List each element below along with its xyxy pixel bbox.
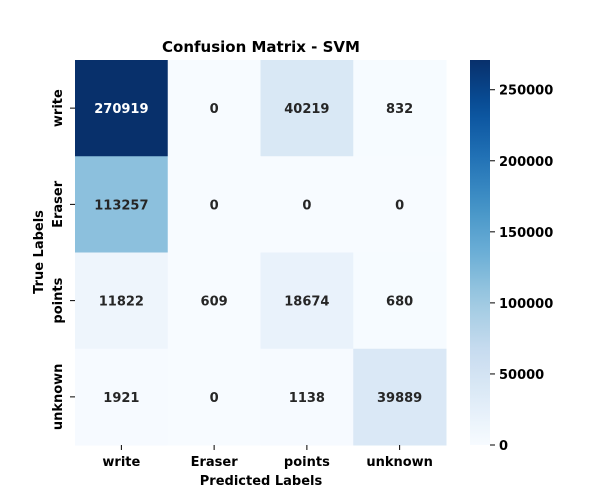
- y-tick-label: points: [51, 277, 66, 323]
- y-axis-label: True Labels: [32, 210, 47, 294]
- colorbar-tick-label: 0: [499, 439, 508, 454]
- cell-value-label: 18674: [284, 295, 329, 310]
- x-axis-ticks: write Eraser points unknown: [102, 445, 433, 470]
- heatmap-cell: [260, 252, 354, 350]
- y-axis-ticks: write Eraser points unknown: [51, 89, 75, 430]
- heatmap-cells: [75, 60, 447, 446]
- cell-value-label: 0: [395, 198, 404, 213]
- heatmap-cell: [260, 60, 354, 157]
- heatmap-cell: [260, 348, 354, 446]
- x-tick-label: Eraser: [191, 455, 239, 470]
- y-tick-label: Eraser: [51, 180, 66, 228]
- x-tick-label: points: [284, 455, 330, 470]
- cell-value-label: 680: [386, 295, 413, 310]
- colorbar-tick-label: 50000: [499, 368, 544, 383]
- cell-value-label: 0: [302, 198, 311, 213]
- heatmap-annotations: 270919 0 40219 832 113257 0 0 0 11822 609 18674 680…: [94, 102, 422, 406]
- y-tick-label: unknown: [51, 364, 66, 431]
- heatmap-cell: [167, 60, 261, 157]
- heatmap-cell: [260, 156, 354, 253]
- colorbar-tick-label: 150000: [499, 226, 553, 241]
- cell-value-label: 0: [210, 391, 219, 406]
- cell-value-label: 1138: [289, 391, 325, 406]
- heatmap-cell: [353, 60, 447, 157]
- heatmap-cell: [167, 156, 261, 253]
- heatmap-cell: [75, 348, 169, 446]
- cell-value-label: 40219: [284, 102, 329, 117]
- cell-value-label: 1921: [103, 391, 139, 406]
- cell-value-label: 832: [386, 102, 413, 117]
- heatmap-cell: [167, 348, 261, 446]
- y-tick-label: write: [51, 89, 66, 127]
- heatmap-cell: [167, 252, 261, 350]
- cell-value-label: 270919: [94, 102, 148, 117]
- colorbar: [470, 60, 490, 445]
- cell-value-label: 0: [210, 198, 219, 213]
- cell-value-label: 113257: [94, 198, 148, 213]
- x-axis-label: Predicted Labels: [200, 474, 323, 489]
- heatmap-cell: [353, 156, 447, 253]
- heatmap-cell: [75, 252, 169, 350]
- heatmap-cell: [353, 252, 447, 350]
- colorbar-tick-label: 100000: [499, 297, 553, 312]
- x-tick-label: unknown: [366, 455, 433, 470]
- cell-value-label: 39889: [377, 391, 422, 406]
- colorbar-tick-label: 250000: [499, 84, 553, 99]
- x-tick-label: write: [102, 455, 140, 470]
- chart-title: Confusion Matrix - SVM: [162, 38, 360, 56]
- colorbar-ticks: 0 50000 100000 150000 200000 250000: [490, 84, 553, 454]
- heatmap-cell: [353, 348, 447, 446]
- heatmap-cell: [75, 156, 169, 253]
- heatmap-cell: [75, 60, 169, 157]
- colorbar-tick-label: 200000: [499, 155, 553, 170]
- cell-value-label: 609: [201, 295, 228, 310]
- cell-value-label: 0: [210, 102, 219, 117]
- cell-value-label: 11822: [99, 295, 144, 310]
